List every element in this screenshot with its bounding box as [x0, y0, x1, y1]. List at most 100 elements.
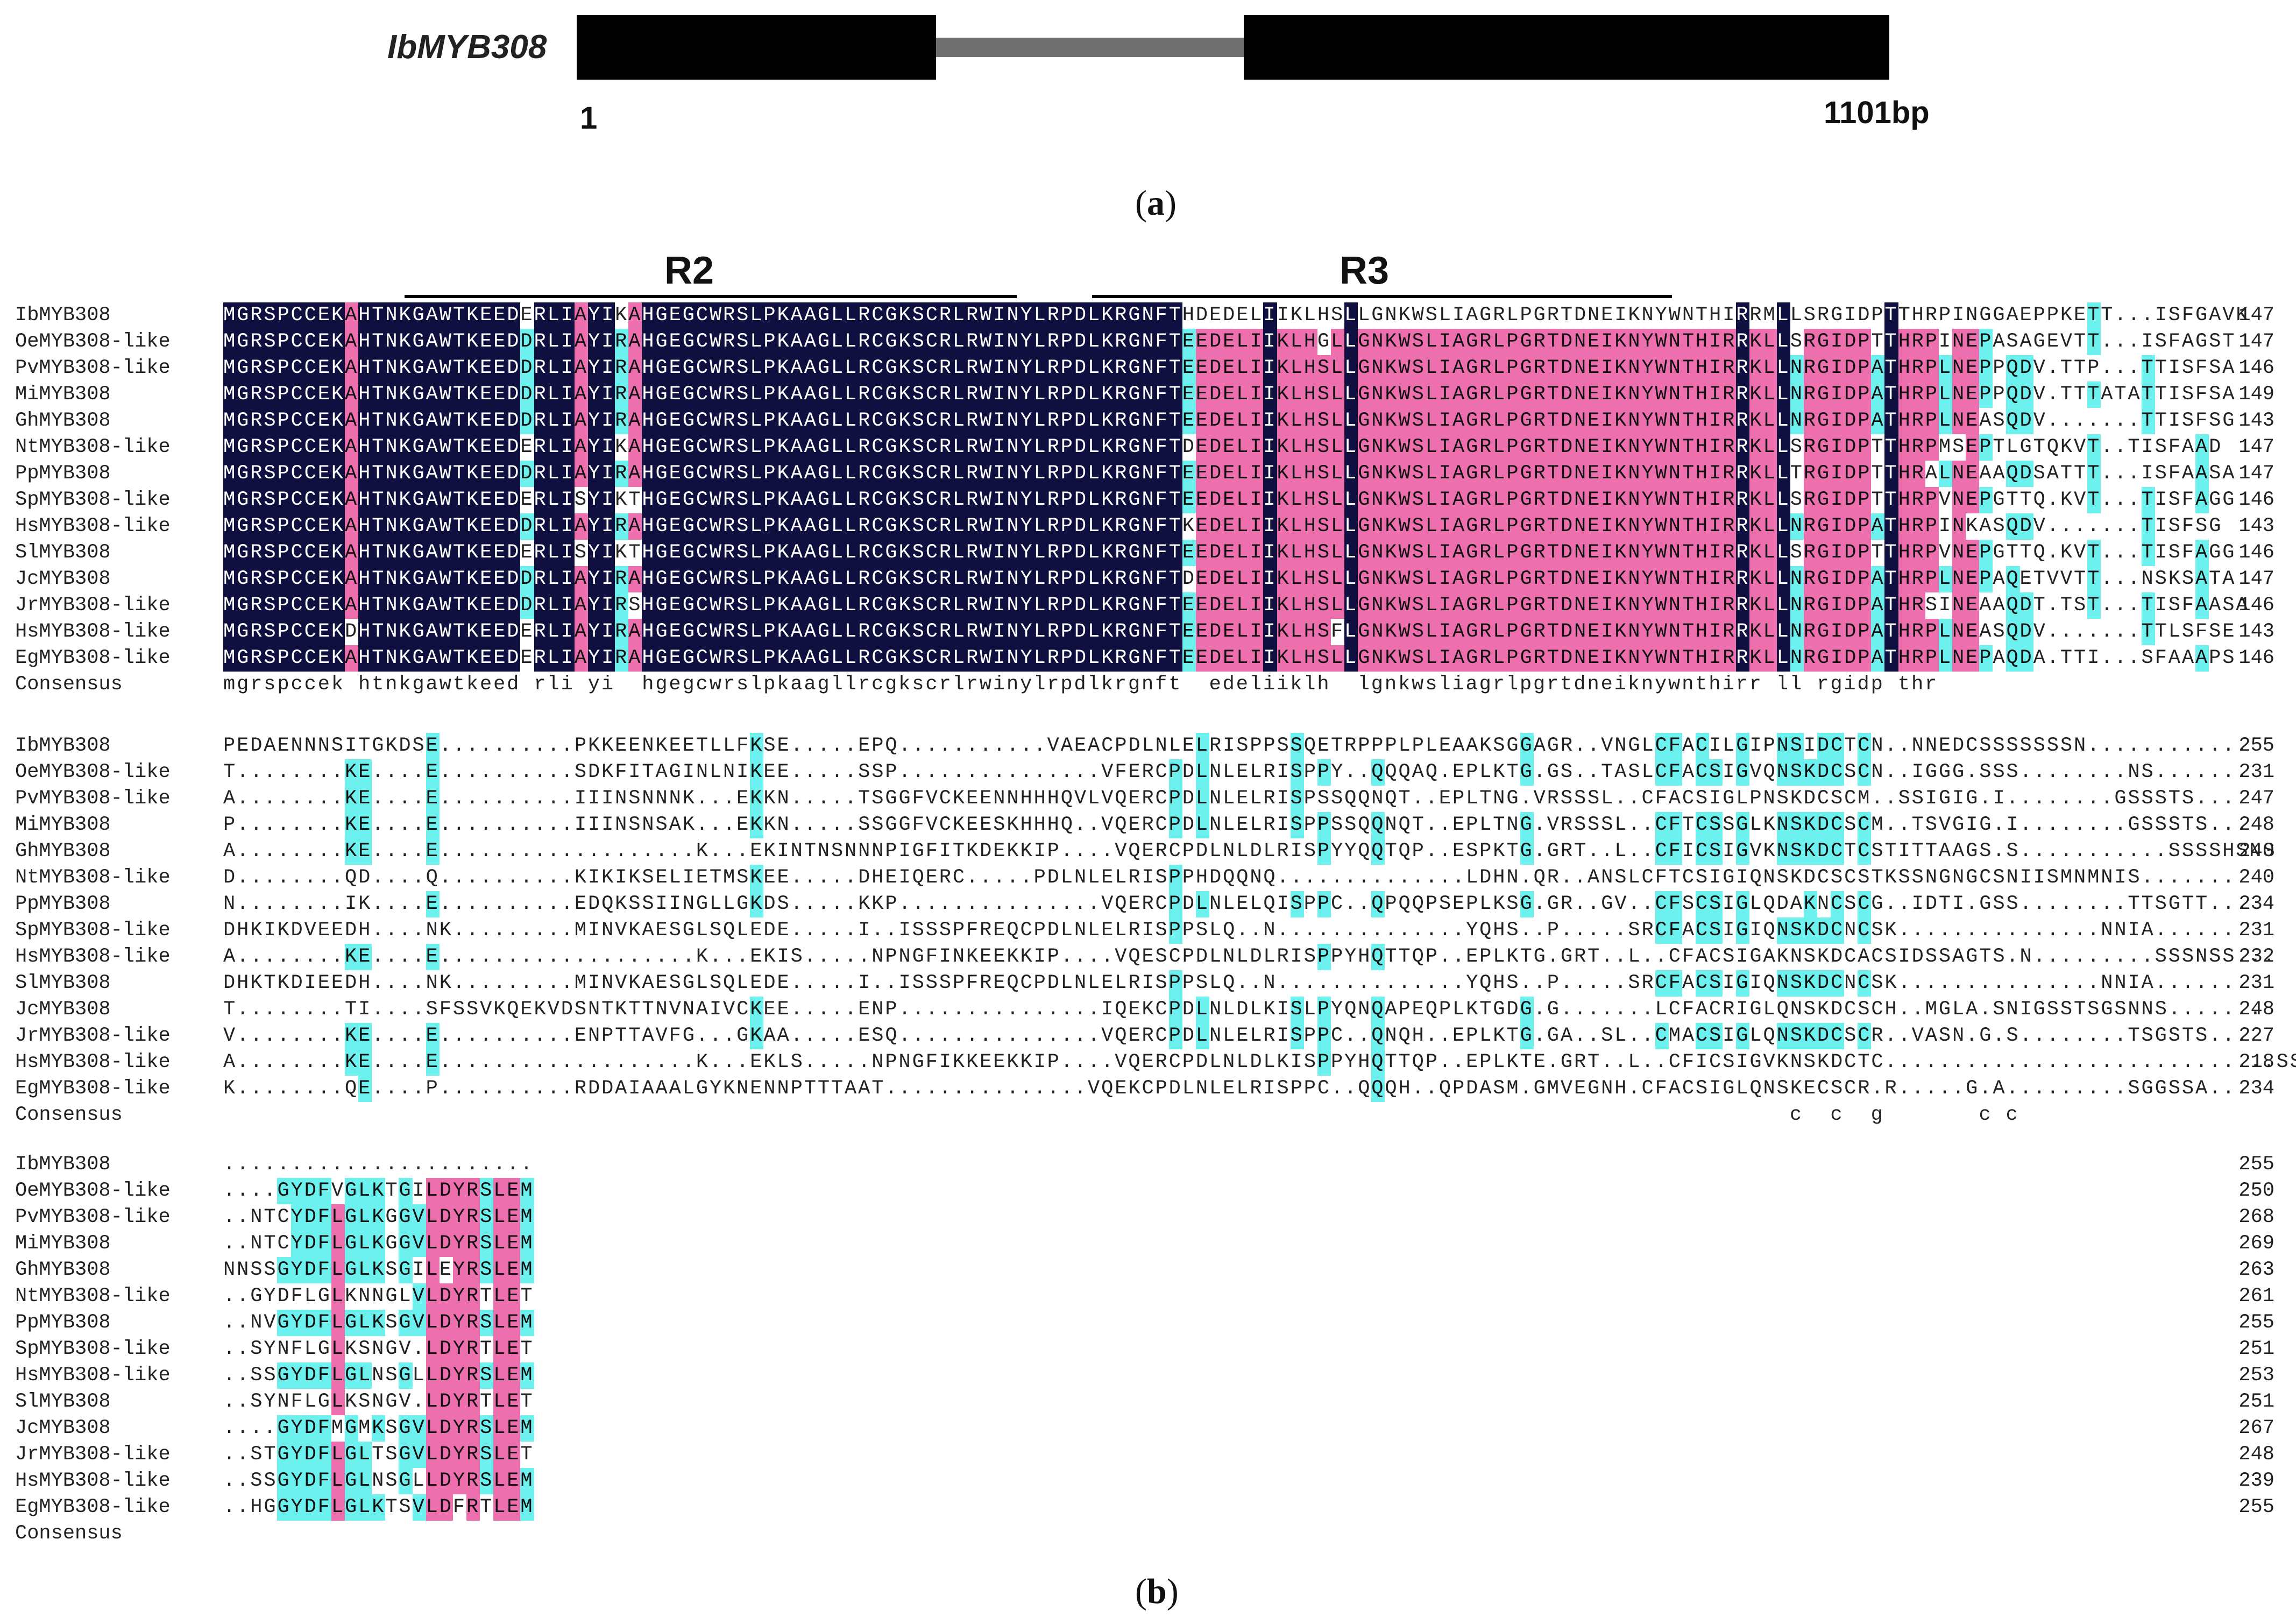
species-name: PpMYB308: [15, 893, 111, 915]
sequence: DHKTKDIEEDH....NK.........MINVKAESGLSQLE…: [223, 970, 2236, 997]
species-name: HsMYB308-like: [15, 1364, 171, 1387]
sequence: NNSSGYDFLGLKSGILEYRSLEM: [223, 1257, 534, 1283]
species-name: PvMYB308-like: [15, 1206, 171, 1228]
residue-count: 218: [2238, 1051, 2274, 1074]
alignment-block-1: IbMYB308 MGRSPCCEKAHTNKGAWTKEEDERLIAYIKAH…: [0, 302, 2296, 701]
sequence: ..NTCYDFLGLKGGVLDYRSLEM: [223, 1204, 534, 1231]
end-coordinate: 1101bp: [1824, 95, 1930, 130]
sequence: K........QE....P..........RDDAIAAALGYKNE…: [223, 1076, 2249, 1102]
residue-count: 251: [2238, 1390, 2274, 1413]
sequence-row: PvMYB308-like MGRSPCCEKAHTNKGAWTKEEDDRLIA…: [0, 355, 2296, 382]
residue-count: 147: [2238, 568, 2274, 590]
residue-count: 143: [2238, 515, 2274, 538]
sequence-row: HsMYB308-like ..SSGYDFLGLNSGLLDYRSLEM 239: [0, 1468, 2296, 1494]
sequence: ..SYNFLGLKSNGV.LDYRTLET: [223, 1336, 534, 1362]
sequence: MGRSPCCEKAHTNKGAWTKEEDDRLIAYIRAHGEGCWRSL…: [223, 566, 2236, 592]
residue-count: 143: [2238, 620, 2274, 643]
species-name: JcMYB308: [15, 1417, 111, 1439]
species-name: PvMYB308-like: [15, 357, 171, 379]
species-name: EgMYB308-like: [15, 647, 171, 669]
species-name: SpMYB308-like: [15, 1338, 171, 1360]
sequence-row: HsMYB308-like A........KE....E...........…: [0, 944, 2296, 970]
species-name: Consensus: [15, 673, 123, 696]
residue-count: 255: [2238, 735, 2274, 757]
sequence-row: SlMYB308 DHKTKDIEEDH....NK.........MINVKA…: [0, 970, 2296, 997]
residue-count: 147: [2238, 330, 2274, 353]
sequence: D........QD....Q..........KIKIKSELIETMSK…: [223, 865, 2236, 891]
consensus-row: Consensus c c g c c: [0, 1102, 2296, 1128]
sequence-row: IbMYB308 PEDAENNNSITGKDSE..........PKKEEN…: [0, 733, 2296, 759]
domain-bar-r3: [1092, 295, 1672, 298]
species-name: JrMYB308-like: [15, 594, 171, 617]
sequence: MGRSPCCEKAHTNKGAWTKEEDERLIAYIKAHGEGCWRSL…: [223, 302, 2249, 329]
sequence-row: JcMYB308 MGRSPCCEKAHTNKGAWTKEEDDRLIAYIRAH…: [0, 566, 2296, 592]
species-name: GhMYB308: [15, 840, 111, 863]
residue-count: 146: [2238, 647, 2274, 669]
sequence: ..NTCYDFLGLKGGVLDYRSLEM: [223, 1231, 534, 1257]
sequence: A........KE....E...................K...E…: [223, 838, 2277, 865]
species-name: MiMYB308: [15, 1232, 111, 1255]
sequence-row: SlMYB308 ..SYNFLGLKSNGV.LDYRTLET 251: [0, 1389, 2296, 1415]
sequence-row: PpMYB308 N........IK....E..........EDQKSS…: [0, 891, 2296, 917]
sequence-row: SpMYB308-like ..SYNFLGLKSNGV.LDYRTLET 251: [0, 1336, 2296, 1362]
species-name: Consensus: [15, 1104, 123, 1126]
sequence-row: PvMYB308-like A........KE....E..........I…: [0, 786, 2296, 812]
domain-label-r3: R3: [1340, 249, 1390, 292]
sequence-row: EgMYB308-like MGRSPCCEKAHTNKGAWTKEEDERLIA…: [0, 645, 2296, 672]
sequence: MGRSPCCEKAHTNKGAWTKEEDDRLIAYIRAHGEGCWRSL…: [223, 329, 2236, 355]
sequence: T........KE....E..........SDKFITAGINLNIK…: [223, 759, 2249, 786]
species-name: JrMYB308-like: [15, 1443, 171, 1466]
species-name: HsMYB308-like: [15, 945, 171, 968]
sequence-row: HsMYB308-like A........KE....E...........…: [0, 1049, 2296, 1076]
sequence-row: EgMYB308-like ..HGGYDFLGLKTSVLDFRTLEM 255: [0, 1494, 2296, 1521]
domain-label-r2: R2: [664, 249, 714, 292]
sequence: ....GYDFVGLKTGILDYRSLEM: [223, 1178, 534, 1204]
sequence-row: NtMYB308-like ..GYDFLGLKNNGLVLDYRTLET 261: [0, 1283, 2296, 1310]
species-name: JcMYB308: [15, 568, 111, 590]
residue-count: 149: [2238, 383, 2274, 406]
species-name: OeMYB308-like: [15, 761, 171, 783]
sequence: MGRSPCCEKAHTNKGAWTKEEDERLIAYIKAHGEGCWRSL…: [223, 434, 2222, 461]
sequence: ..NVGYDFLGLKSGVLDYRSLEM: [223, 1310, 534, 1336]
sequence: A........KE....E..........IIINSNNNK...EK…: [223, 786, 2236, 812]
species-name: EgMYB308-like: [15, 1077, 171, 1100]
residue-count: 251: [2238, 1338, 2274, 1360]
exon-2: [1244, 15, 1889, 80]
sequence: MGRSPCCEKAHTNKGAWTKEEDDRLIAYIRAHGEGCWRSL…: [223, 461, 2236, 487]
intron: [936, 38, 1244, 57]
sequence-row: EgMYB308-like K........QE....P..........R…: [0, 1076, 2296, 1102]
species-name: OeMYB308-like: [15, 1180, 171, 1202]
sequence-row: OeMYB308-like MGRSPCCEKAHTNKGAWTKEEDDRLIA…: [0, 329, 2296, 355]
residue-count: 146: [2238, 594, 2274, 617]
species-name: JcMYB308: [15, 998, 111, 1021]
species-name: GhMYB308: [15, 409, 111, 432]
sequence: ..STGYDFLGLTSGVLDYRSLET: [223, 1442, 534, 1468]
alignment-block-2: IbMYB308 PEDAENNNSITGKDSE..........PKKEEN…: [0, 733, 2296, 1131]
sequence: A........KE....E...................K...E…: [223, 944, 2277, 970]
sequence: ..SYNFLGLKSNGV.LDYRTLET: [223, 1389, 534, 1415]
sequence: ..HGGYDFLGLKTSVLDFRTLEM: [223, 1494, 534, 1521]
residue-count: 239: [2238, 1470, 2274, 1492]
sequence: MGRSPCCEKAHTNKGAWTKEEDDRLIAYIRAHGEGCWRSL…: [223, 408, 2236, 434]
sequence: .......................: [223, 1153, 534, 1176]
sequence-row: HsMYB308-like MGRSPCCEKDHTNKGAWTKEEDERLIA…: [0, 619, 2296, 645]
species-name: HsMYB308-like: [15, 515, 171, 538]
sequence: MGRSPCCEKAHTNKGAWTKEEDDRLIAYIRAHGEGCWRSL…: [223, 355, 2236, 382]
consensus-row: Consensus mgrspccek htnkgawtkeed rli yi h…: [0, 672, 2296, 698]
sequence: ..GYDFLGLKNNGLVLDYRTLET: [223, 1283, 534, 1310]
residue-count: 267: [2238, 1417, 2274, 1439]
sequence-row: OeMYB308-like T........KE....E..........S…: [0, 759, 2296, 786]
residue-count: 255: [2238, 1311, 2274, 1334]
species-name: SlMYB308: [15, 972, 111, 994]
sequence: A........KE....E...................K...E…: [223, 1049, 2296, 1076]
residue-count: 231: [2238, 761, 2274, 783]
sequence: P........KE....E..........IIINSNSAK...EK…: [223, 812, 2249, 838]
residue-count: 227: [2238, 1025, 2274, 1047]
species-name: OeMYB308-like: [15, 330, 171, 353]
sequence-row: IbMYB308....................... 255: [0, 1152, 2296, 1178]
species-name: MiMYB308: [15, 383, 111, 406]
residue-count: 240: [2238, 866, 2274, 889]
residue-count: 263: [2238, 1259, 2274, 1281]
species-name: PpMYB308: [15, 462, 111, 485]
gene-name: IbMYB308: [387, 29, 547, 66]
